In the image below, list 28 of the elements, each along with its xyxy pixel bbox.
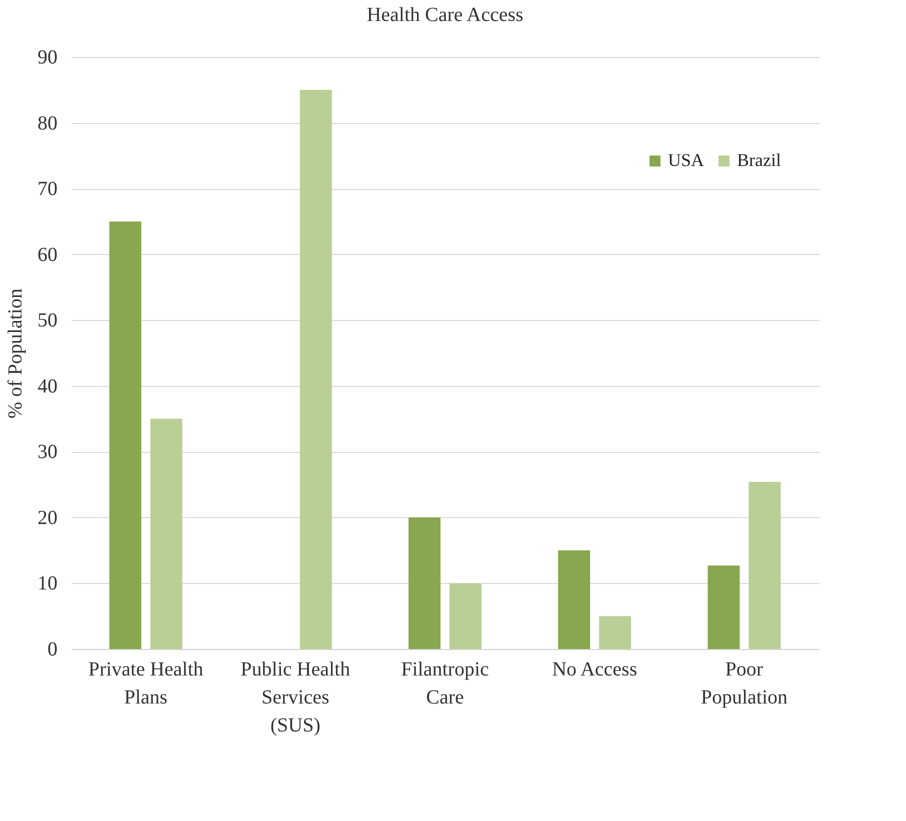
bar <box>558 550 590 649</box>
y-tick-label: 70 <box>38 178 58 200</box>
bar <box>109 221 142 649</box>
legend-label: Brazil <box>737 150 781 170</box>
legend-label: USA <box>668 150 704 170</box>
x-tick-label: Filantropic Care <box>401 658 490 708</box>
y-tick-label: 90 <box>38 46 58 68</box>
y-tick-label: 50 <box>38 310 58 332</box>
x-tick-label: Private Health Plans <box>88 658 204 708</box>
bar <box>408 517 441 649</box>
y-tick-label: 0 <box>48 638 58 660</box>
x-tick-label: Poor Population <box>700 658 788 708</box>
y-axis-title: % of Population <box>4 288 26 418</box>
y-tick-label: 80 <box>38 112 58 134</box>
y-tick-label: 40 <box>38 375 58 398</box>
y-tick-label: 10 <box>38 572 58 595</box>
chart-title: Health Care Access <box>366 4 524 26</box>
bar <box>708 565 740 649</box>
bar <box>449 583 482 649</box>
bar <box>150 418 182 649</box>
bar <box>300 90 332 649</box>
x-tick-label: No Access <box>552 658 638 680</box>
bar <box>599 616 632 649</box>
y-tick-label: 60 <box>38 244 58 266</box>
x-tick-label: Public Health Services (SUS) <box>240 658 350 736</box>
y-tick-label: 30 <box>38 441 58 464</box>
bar <box>748 482 781 649</box>
y-tick-label: 20 <box>38 506 58 529</box>
